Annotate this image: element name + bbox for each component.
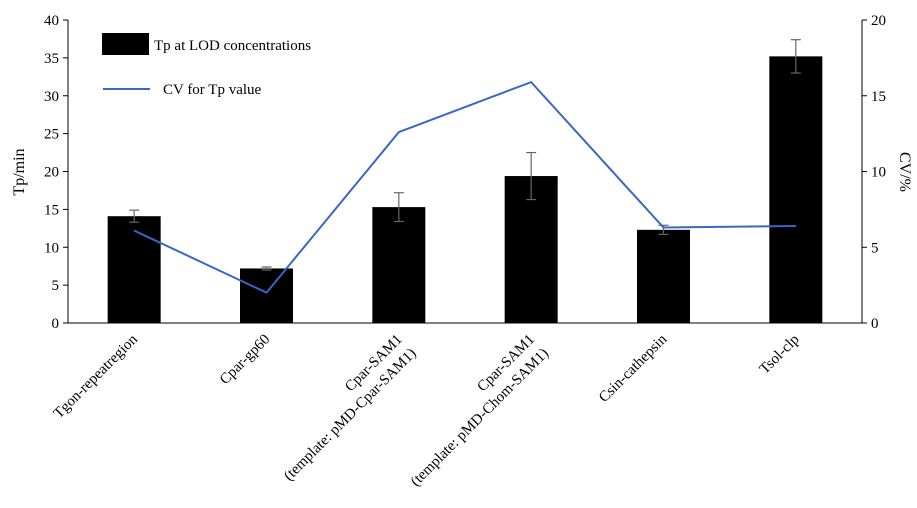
- bar-series: [107, 56, 823, 324]
- legend: Tp at LOD concentrations CV for Tp value: [102, 33, 311, 98]
- y-axis-title: Tp/min: [11, 148, 28, 195]
- bar: [504, 176, 558, 323]
- y2-tick-label: 5: [871, 240, 879, 256]
- y-tick-label: 20: [44, 165, 59, 181]
- legend-bar-swatch: [102, 33, 149, 55]
- y-tick-label: 15: [44, 202, 59, 218]
- bar: [240, 268, 293, 323]
- bar: [372, 207, 426, 323]
- y2-tick-label: 20: [871, 13, 886, 29]
- category-label: Tgon-repeatregion: [51, 331, 142, 422]
- y-tick-label: 30: [44, 89, 59, 105]
- category-label: Tsol-clp: [757, 332, 803, 378]
- left-y-ticks: 0 5 10 15 20 25 30 35 40: [44, 13, 68, 332]
- category-label: (template: pMD-Cpar-SAM1): [281, 346, 420, 485]
- bar: [637, 229, 690, 323]
- bar: [107, 216, 161, 323]
- y2-tick-label: 0: [871, 316, 879, 332]
- category-label: Cpar-gp60: [217, 332, 273, 388]
- line-series: [133, 80, 796, 294]
- cv-line: [133, 80, 796, 294]
- y-tick-label: 5: [52, 278, 60, 294]
- y-tick-label: 35: [44, 51, 59, 67]
- y2-tick-label: 15: [871, 89, 886, 105]
- axes: [67, 20, 863, 324]
- legend-line-label: CV for Tp value: [163, 82, 262, 98]
- y2-tick-label: 10: [871, 165, 886, 181]
- category-labels: Tgon-repeatregion Cpar-gp60 Cpar-SAM1(temp…: [51, 331, 803, 490]
- y-tick-label: 0: [52, 316, 60, 332]
- category-label: (template: pMD-Chom-SAM1): [408, 346, 552, 490]
- y2-axis-title: CV/%: [896, 152, 913, 192]
- legend-bar-label: Tp at LOD concentrations: [154, 38, 311, 54]
- category-label: Csin-cathepsin: [596, 331, 671, 406]
- bar: [769, 56, 823, 324]
- y-tick-label: 40: [44, 13, 59, 29]
- error-bars: [129, 39, 801, 271]
- y-tick-label: 10: [44, 240, 59, 256]
- right-y-ticks: 0 5 10 15 20: [862, 13, 886, 332]
- y-tick-label: 25: [44, 127, 59, 143]
